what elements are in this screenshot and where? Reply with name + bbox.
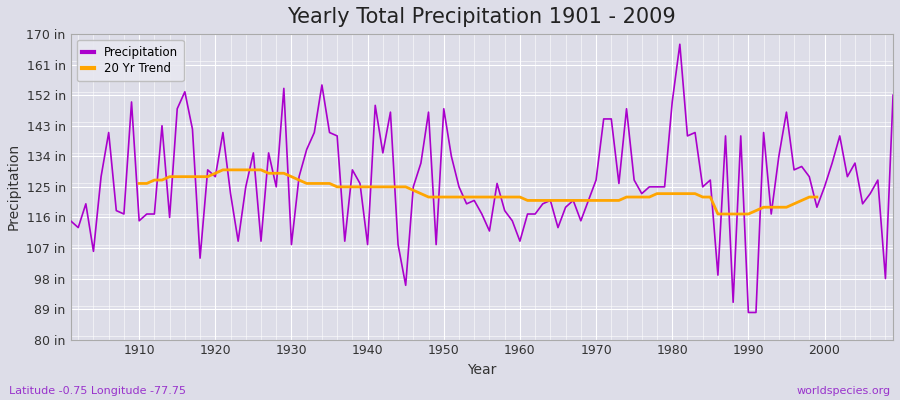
20 Yr Trend xyxy=(705,195,716,200)
Precipitation xyxy=(606,116,616,121)
20 Yr Trend xyxy=(796,198,807,203)
Text: Latitude -0.75 Longitude -77.75: Latitude -0.75 Longitude -77.75 xyxy=(9,386,186,396)
20 Yr Trend xyxy=(233,168,244,172)
20 Yr Trend xyxy=(713,212,724,216)
Title: Yearly Total Precipitation 1901 - 2009: Yearly Total Precipitation 1901 - 2009 xyxy=(287,7,676,27)
Text: worldspecies.org: worldspecies.org xyxy=(796,386,891,396)
Legend: Precipitation, 20 Yr Trend: Precipitation, 20 Yr Trend xyxy=(76,40,184,81)
20 Yr Trend xyxy=(218,168,229,172)
Precipitation xyxy=(339,239,350,244)
20 Yr Trend xyxy=(812,195,823,200)
Precipitation xyxy=(887,93,898,98)
Precipitation xyxy=(126,100,137,104)
20 Yr Trend xyxy=(347,184,358,189)
20 Yr Trend xyxy=(728,212,739,216)
Precipitation xyxy=(743,310,754,315)
Line: Precipitation: Precipitation xyxy=(70,44,893,312)
Precipitation xyxy=(674,42,685,47)
20 Yr Trend xyxy=(134,181,145,186)
Precipitation xyxy=(507,218,517,223)
X-axis label: Year: Year xyxy=(467,363,497,377)
Precipitation xyxy=(515,239,526,244)
20 Yr Trend xyxy=(614,198,625,203)
Line: 20 Yr Trend: 20 Yr Trend xyxy=(140,170,817,214)
Y-axis label: Precipitation: Precipitation xyxy=(7,143,21,230)
Precipitation xyxy=(293,174,304,179)
Precipitation xyxy=(65,218,76,223)
